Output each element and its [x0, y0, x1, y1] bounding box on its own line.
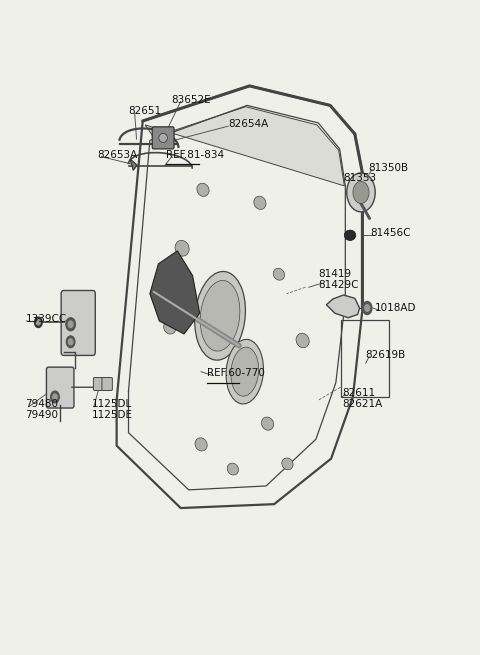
Polygon shape [326, 295, 360, 318]
Circle shape [68, 321, 73, 328]
Ellipse shape [226, 339, 264, 404]
FancyBboxPatch shape [94, 377, 104, 390]
Ellipse shape [227, 463, 239, 475]
Text: 81353: 81353 [343, 174, 376, 183]
Ellipse shape [200, 280, 240, 351]
Ellipse shape [262, 417, 274, 430]
Ellipse shape [344, 230, 356, 240]
Ellipse shape [231, 347, 259, 396]
Text: 81456C: 81456C [371, 228, 411, 238]
Ellipse shape [159, 134, 168, 142]
Text: 1125DE: 1125DE [92, 410, 133, 420]
Circle shape [353, 181, 369, 204]
Text: 81429C: 81429C [318, 280, 359, 290]
Text: 82654A: 82654A [228, 119, 268, 130]
Text: 82611: 82611 [342, 388, 375, 398]
FancyBboxPatch shape [61, 290, 96, 356]
Ellipse shape [254, 196, 266, 210]
Text: 81350B: 81350B [368, 163, 408, 173]
Ellipse shape [195, 271, 245, 360]
FancyBboxPatch shape [152, 127, 174, 149]
Ellipse shape [273, 269, 285, 280]
Text: 82651: 82651 [129, 106, 162, 117]
Polygon shape [130, 159, 137, 170]
Circle shape [69, 339, 73, 345]
Text: 1018AD: 1018AD [375, 303, 417, 313]
FancyBboxPatch shape [102, 377, 112, 390]
Text: 82619B: 82619B [366, 350, 406, 360]
Circle shape [53, 394, 57, 400]
Polygon shape [145, 107, 344, 186]
Circle shape [362, 301, 372, 314]
Ellipse shape [175, 240, 189, 256]
Text: 83652E: 83652E [171, 96, 211, 105]
Text: 79480: 79480 [25, 399, 59, 409]
Circle shape [347, 173, 375, 212]
Circle shape [365, 305, 370, 311]
FancyBboxPatch shape [47, 367, 74, 408]
Circle shape [66, 318, 75, 331]
Text: 79490: 79490 [25, 410, 59, 420]
Polygon shape [150, 251, 200, 334]
Circle shape [66, 336, 75, 348]
Text: 81419: 81419 [318, 269, 351, 279]
Text: 1125DL: 1125DL [92, 399, 132, 409]
Text: REF.60-770: REF.60-770 [207, 368, 264, 378]
Circle shape [36, 320, 40, 325]
Text: REF.81-834: REF.81-834 [167, 150, 225, 160]
Text: 82621A: 82621A [342, 399, 382, 409]
Ellipse shape [164, 321, 176, 334]
Ellipse shape [296, 333, 309, 348]
Ellipse shape [195, 438, 207, 451]
Text: 1339CC: 1339CC [25, 314, 67, 324]
Ellipse shape [282, 458, 293, 470]
Ellipse shape [197, 183, 209, 196]
Circle shape [35, 317, 42, 328]
Text: 82653A: 82653A [97, 150, 138, 160]
Circle shape [51, 391, 59, 403]
